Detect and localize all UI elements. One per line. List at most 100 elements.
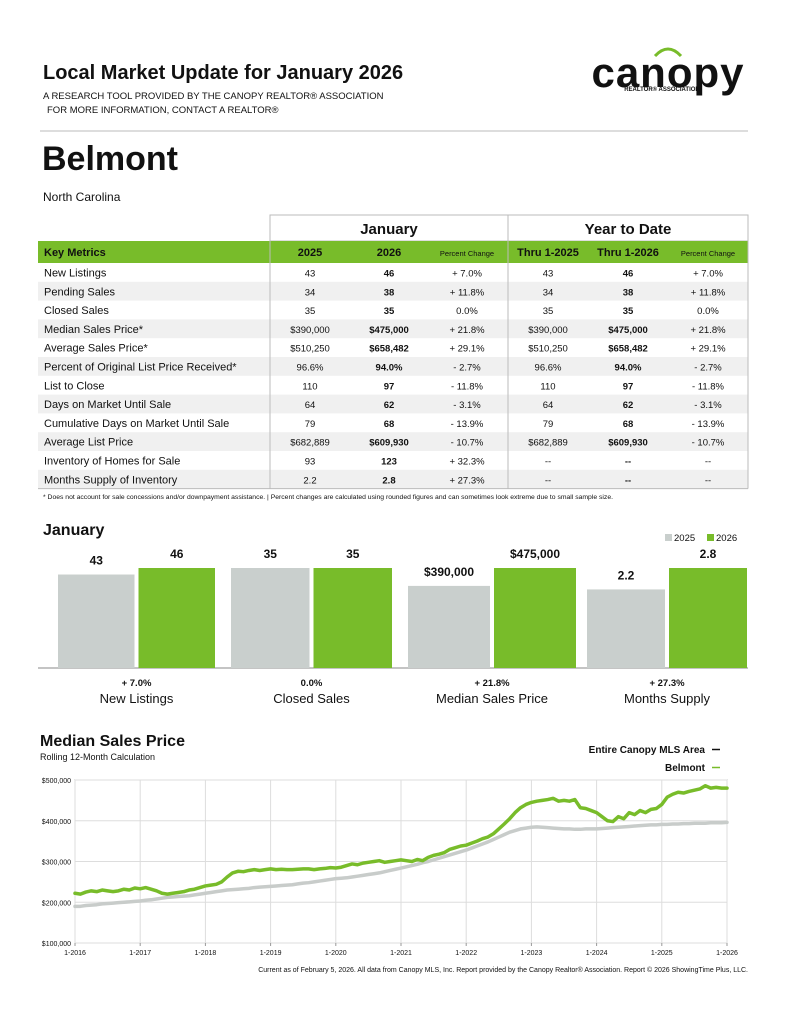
- x-tick-label: 1-2021: [390, 950, 412, 957]
- table-cell: + 21.8%: [449, 325, 485, 336]
- group-header: Year to Date: [585, 221, 672, 238]
- row-shade: [38, 394, 748, 414]
- table-cell: --: [625, 475, 631, 486]
- x-tick-label: 1-2022: [455, 950, 477, 957]
- row-shade: [38, 469, 748, 489]
- x-tick-label: 1-2025: [651, 950, 673, 957]
- table-cell: $658,482: [369, 344, 409, 355]
- table-cell: - 2.7%: [694, 363, 722, 374]
- row-shade: [38, 357, 748, 376]
- table-cell: + 27.3%: [449, 475, 485, 486]
- table-cell: + 29.1%: [690, 344, 726, 355]
- column-header: Thru 1-2026: [597, 247, 659, 259]
- percent-change: + 21.8%: [474, 678, 510, 689]
- table-cell: 64: [305, 400, 316, 411]
- bar: [494, 568, 576, 668]
- chart-title: January: [43, 522, 104, 539]
- table-cell: 93: [305, 457, 316, 468]
- table-cell: Cumulative Days on Market Until Sale: [44, 418, 229, 430]
- series-line: [73, 820, 729, 909]
- x-tick-label: 1-2017: [129, 950, 151, 957]
- footnote: * Does not account for sale concessions …: [43, 494, 613, 501]
- header-row: [38, 241, 748, 263]
- series-line: [73, 783, 729, 896]
- table-cell: $609,930: [369, 438, 409, 449]
- bar-value-label: 35: [264, 547, 278, 561]
- table-cell: --: [705, 475, 711, 486]
- bar-value-label: 2.2: [618, 568, 635, 582]
- table-cell: $390,000: [290, 325, 330, 336]
- table-cell: Inventory of Homes for Sale: [44, 456, 180, 468]
- table-cell: 110: [302, 381, 317, 392]
- table-cell: Median Sales Price*: [44, 324, 144, 336]
- column-header: Thru 1-2025: [517, 247, 579, 259]
- table-cell: Average List Price: [44, 437, 133, 449]
- bar: [587, 589, 665, 668]
- table-cell: 94.0%: [615, 363, 642, 374]
- legend-swatch: [707, 534, 714, 541]
- percent-change: + 27.3%: [649, 678, 685, 689]
- bar-value-label: $390,000: [424, 565, 474, 579]
- table-cell: 43: [543, 269, 554, 280]
- bar: [138, 568, 215, 668]
- table-cell: Closed Sales: [44, 305, 109, 317]
- table-cell: 2.2: [303, 475, 316, 486]
- table-cell: --: [625, 457, 631, 468]
- logo-arc: [653, 47, 683, 58]
- table-cell: - 10.7%: [692, 438, 725, 449]
- bar-value-label: $475,000: [510, 547, 560, 561]
- table-cell: + 11.8%: [450, 287, 485, 298]
- category-label: Months Supply: [624, 691, 710, 706]
- table-cell: - 3.1%: [694, 400, 722, 411]
- group-header: January: [360, 221, 418, 238]
- table-cell: + 7.0%: [693, 269, 723, 280]
- table-cell: 96.6%: [297, 363, 324, 374]
- y-tick-label: $400,000: [42, 819, 71, 826]
- table-cell: - 13.9%: [451, 419, 484, 430]
- table-cell: 0.0%: [456, 306, 478, 317]
- category-label: New Listings: [100, 691, 174, 706]
- x-tick-label: 1-2024: [586, 950, 608, 957]
- table-cell: - 13.9%: [692, 419, 725, 430]
- report-subtitle: FOR MORE INFORMATION, CONTACT A REALTOR®: [47, 105, 279, 116]
- y-tick-label: $200,000: [42, 900, 71, 907]
- table-cell: 0.0%: [697, 306, 719, 317]
- table-cell: 68: [384, 419, 395, 430]
- row-shade: [38, 319, 748, 339]
- table-cell: 38: [384, 287, 395, 298]
- table-cell: Days on Market Until Sale: [44, 399, 171, 411]
- percent-change: 0.0%: [301, 678, 323, 689]
- x-tick-label: 1-2019: [260, 950, 282, 957]
- table-cell: $510,250: [528, 344, 568, 355]
- bar-value-label: 2.8: [700, 547, 717, 561]
- bar: [313, 568, 392, 668]
- legend-swatch: [665, 534, 672, 541]
- table-cell: + 11.8%: [691, 287, 726, 298]
- bar: [58, 574, 135, 668]
- chart-title: Median Sales Price: [40, 733, 185, 750]
- table-cell: 35: [384, 306, 395, 317]
- table-cell: + 21.8%: [690, 325, 726, 336]
- table-cell: 46: [623, 269, 634, 280]
- y-tick-label: $500,000: [42, 778, 71, 785]
- category-label: Median Sales Price: [436, 691, 548, 706]
- table-cell: + 7.0%: [452, 269, 482, 280]
- table-cell: $658,482: [608, 344, 648, 355]
- bar: [669, 568, 747, 668]
- table-cell: 43: [305, 269, 316, 280]
- bar: [231, 568, 310, 668]
- table-cell: 38: [623, 287, 634, 298]
- table-cell: 110: [540, 381, 555, 392]
- legend-label: 2026: [716, 533, 737, 544]
- table-cell: 64: [543, 400, 554, 411]
- category-label: Closed Sales: [273, 691, 350, 706]
- table-cell: 68: [623, 419, 634, 430]
- x-tick-label: 1-2026: [716, 950, 738, 957]
- table-cell: 34: [305, 287, 316, 298]
- table-cell: 79: [305, 419, 316, 430]
- table-cell: - 11.8%: [451, 381, 484, 392]
- table-cell: 96.6%: [535, 363, 562, 374]
- column-header: Percent Change: [440, 249, 494, 258]
- logo-tagline: REALTOR® ASSOCIATION: [624, 86, 700, 93]
